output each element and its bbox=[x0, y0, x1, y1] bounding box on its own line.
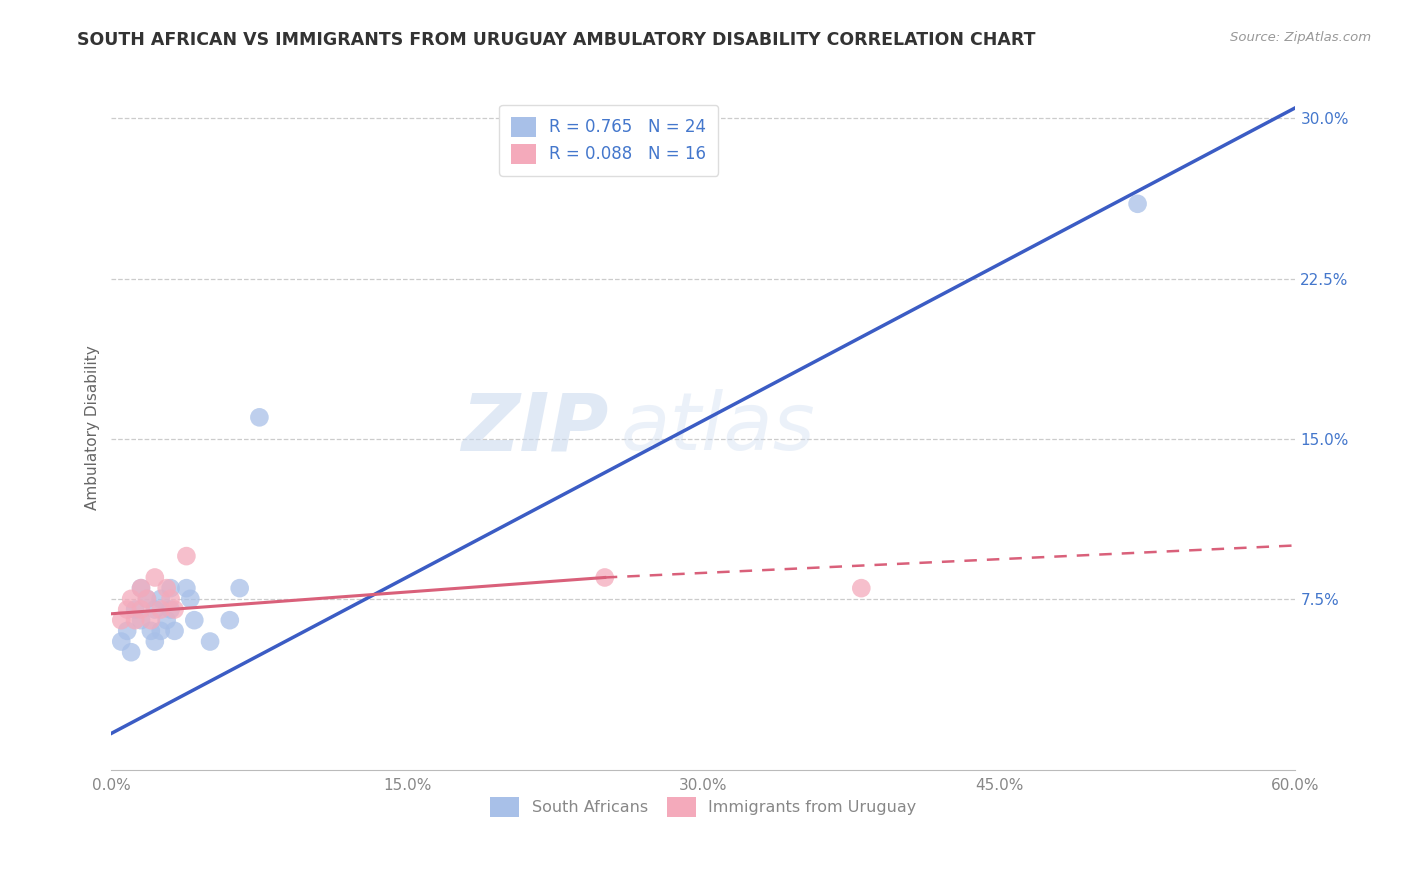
Point bbox=[124, 602, 146, 616]
Point bbox=[218, 613, 240, 627]
Point bbox=[110, 613, 132, 627]
Point bbox=[136, 591, 159, 606]
Point bbox=[176, 581, 198, 595]
Point bbox=[129, 602, 152, 616]
Point bbox=[143, 570, 166, 584]
Point bbox=[198, 634, 221, 648]
Point bbox=[110, 634, 132, 648]
Point bbox=[1126, 196, 1149, 211]
Point bbox=[228, 581, 250, 595]
Point bbox=[159, 581, 181, 595]
Text: SOUTH AFRICAN VS IMMIGRANTS FROM URUGUAY AMBULATORY DISABILITY CORRELATION CHART: SOUTH AFRICAN VS IMMIGRANTS FROM URUGUAY… bbox=[77, 31, 1036, 49]
Point bbox=[249, 410, 271, 425]
Point bbox=[156, 613, 179, 627]
Point bbox=[129, 613, 152, 627]
Point bbox=[851, 581, 873, 595]
Point bbox=[163, 624, 186, 638]
Point bbox=[176, 549, 198, 563]
Text: Source: ZipAtlas.com: Source: ZipAtlas.com bbox=[1230, 31, 1371, 45]
Text: ZIP: ZIP bbox=[461, 389, 609, 467]
Point bbox=[115, 602, 138, 616]
Point bbox=[120, 591, 142, 606]
Point bbox=[124, 613, 146, 627]
Point bbox=[593, 570, 616, 584]
Point bbox=[159, 591, 181, 606]
Point bbox=[129, 581, 152, 595]
Point bbox=[143, 634, 166, 648]
Point bbox=[115, 624, 138, 638]
Point bbox=[136, 591, 159, 606]
Point bbox=[149, 591, 172, 606]
Point bbox=[183, 613, 205, 627]
Point bbox=[156, 581, 179, 595]
Point bbox=[143, 602, 166, 616]
Point bbox=[163, 602, 186, 616]
Point bbox=[179, 591, 201, 606]
Point bbox=[149, 602, 172, 616]
Text: atlas: atlas bbox=[620, 389, 815, 467]
Point bbox=[149, 624, 172, 638]
Point bbox=[139, 613, 162, 627]
Point bbox=[139, 624, 162, 638]
Point bbox=[120, 645, 142, 659]
Legend: South Africans, Immigrants from Uruguay: South Africans, Immigrants from Uruguay bbox=[484, 791, 924, 823]
Point bbox=[129, 581, 152, 595]
Point bbox=[159, 602, 181, 616]
Y-axis label: Ambulatory Disability: Ambulatory Disability bbox=[86, 345, 100, 510]
